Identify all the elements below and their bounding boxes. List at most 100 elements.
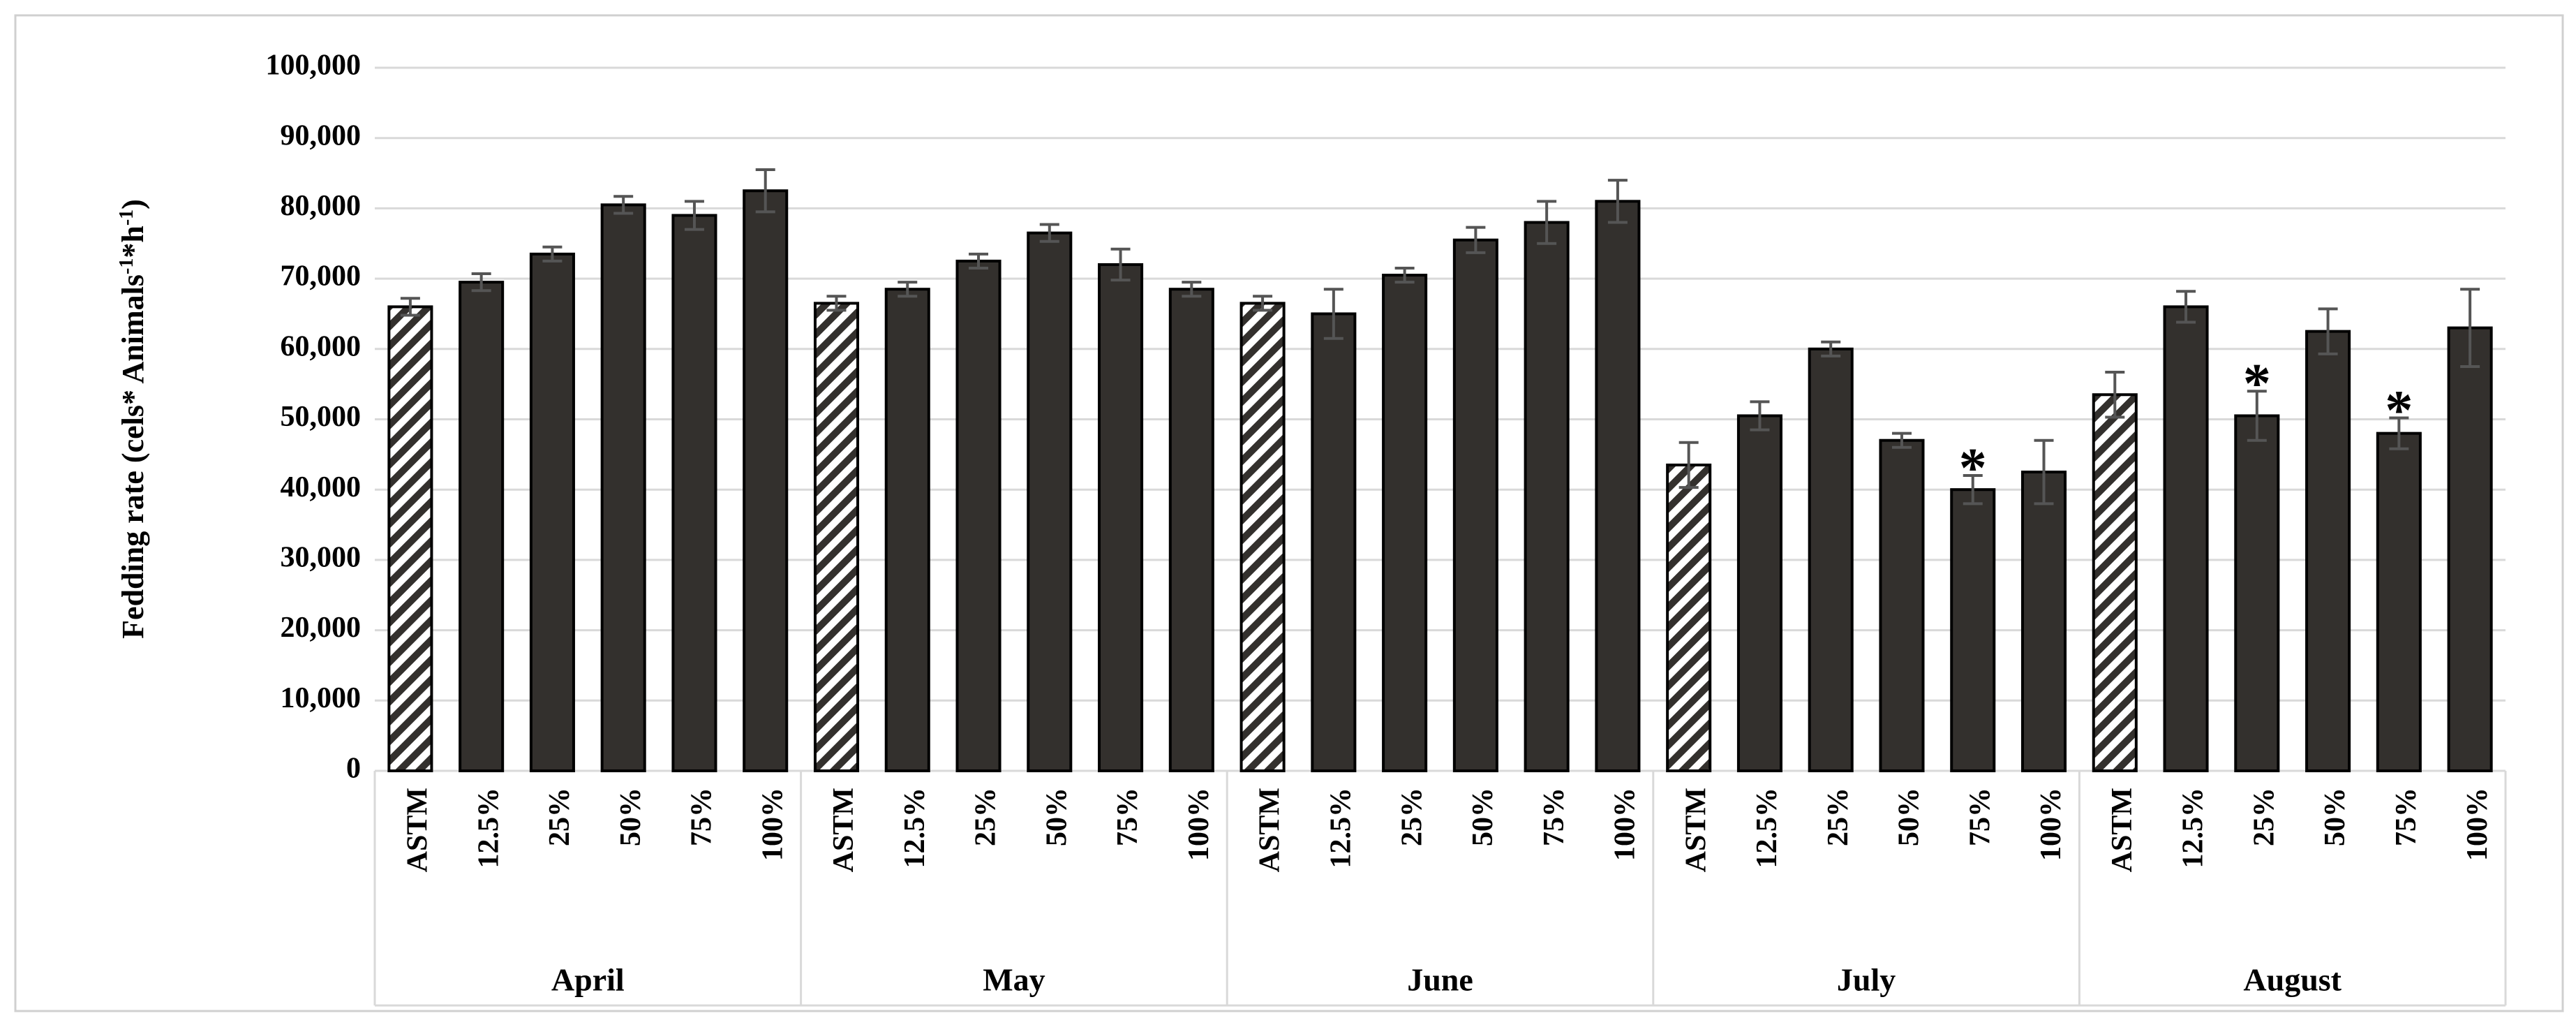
bar	[1666, 463, 1712, 773]
x-tick-label: ASTM	[1680, 788, 1712, 872]
x-tick-label: 100%	[2462, 788, 2494, 861]
bar	[1808, 347, 1854, 772]
error-bar	[1678, 441, 1699, 489]
y-tick-label: 10,000	[281, 682, 362, 714]
bar	[1098, 263, 1144, 772]
error-bar	[613, 195, 634, 215]
error-bar	[1394, 266, 1415, 284]
error-bar	[1253, 295, 1273, 312]
y-tick-label: 0	[346, 753, 361, 785]
significance-marker: *	[2385, 380, 2413, 441]
bar	[1524, 221, 1570, 773]
bar	[1382, 274, 1428, 772]
x-tick-label: 100%	[2035, 788, 2067, 861]
group-label: April	[551, 962, 625, 998]
bar	[2376, 432, 2422, 772]
error-bar	[471, 272, 491, 293]
error-bar	[1323, 288, 1343, 340]
error-bar	[898, 281, 918, 298]
x-tick-label: 50%	[615, 788, 647, 846]
bar	[1168, 288, 1214, 772]
chart-border	[14, 14, 2564, 1012]
x-tick-label: 75%	[2390, 788, 2422, 846]
error-bar	[2176, 290, 2196, 324]
error-bar	[826, 295, 847, 312]
bar	[2234, 414, 2280, 773]
error-bar	[1963, 474, 1983, 506]
x-tick-label: 100%	[1183, 788, 1215, 861]
x-tick-label: 75%	[1538, 788, 1570, 846]
x-tick-label: 25%	[1396, 788, 1428, 846]
x-tick-label: 100%	[757, 788, 789, 861]
error-bar	[2389, 416, 2409, 450]
x-tick-label: 25%	[1822, 788, 1854, 846]
error-bar	[1750, 400, 1770, 432]
y-axis-label-part: -1	[116, 209, 137, 226]
y-axis-label-part: Fedding rate (cels* Animals	[116, 274, 150, 639]
y-tick-label: 70,000	[281, 260, 362, 293]
x-tick-label: 50%	[1041, 788, 1073, 846]
x-tick-label: 75%	[686, 788, 718, 846]
error-bar	[2460, 288, 2480, 368]
group-label: July	[1837, 962, 1896, 998]
y-axis-label-part: *h	[116, 226, 150, 258]
x-tick-label: 50%	[2319, 788, 2351, 846]
bar	[671, 214, 717, 773]
y-tick-label: 90,000	[281, 119, 362, 152]
x-tick-label: 75%	[1112, 788, 1144, 846]
bar	[1736, 414, 1782, 773]
bar	[1595, 200, 1641, 772]
x-tick-label: ASTM	[2106, 788, 2138, 872]
x-tick-label: 12.5%	[899, 788, 931, 869]
x-tick-label: 12.5%	[1325, 788, 1357, 869]
y-tick-label: 100,000	[266, 50, 362, 82]
y-axis-label-part: -1	[116, 258, 137, 274]
bar	[2092, 393, 2138, 772]
y-tick-label: 40,000	[281, 471, 362, 503]
x-tick-label: 12.5%	[472, 788, 505, 869]
x-tick-label: ASTM	[1254, 788, 1286, 872]
error-bar	[684, 200, 704, 231]
error-bar	[1466, 226, 1486, 254]
error-bar	[1110, 247, 1131, 282]
bar	[1452, 238, 1498, 772]
error-bar	[2318, 307, 2338, 355]
bar	[1027, 231, 1073, 772]
error-bar	[969, 252, 989, 270]
bar	[2305, 330, 2351, 772]
group-label: June	[1407, 962, 1473, 998]
bar	[459, 281, 505, 772]
bar	[1239, 302, 1286, 773]
bar	[2020, 471, 2067, 773]
x-tick-label: 100%	[1609, 788, 1641, 861]
error-bar	[2247, 390, 2267, 442]
bar	[955, 259, 1002, 772]
y-axis-label-part: )	[116, 199, 150, 209]
bar	[1950, 488, 1996, 772]
y-axis-label: Fedding rate (cels* Animals-1*h-1)	[116, 199, 151, 639]
error-bar	[1607, 179, 1628, 224]
x-tick-label: 25%	[970, 788, 1002, 846]
error-bar	[1182, 281, 1202, 298]
bar	[813, 302, 860, 773]
x-tick-label: 25%	[544, 788, 576, 846]
error-bar	[1537, 200, 1557, 245]
error-bar	[755, 168, 775, 214]
y-tick-label: 50,000	[281, 401, 362, 433]
x-tick-label: ASTM	[828, 788, 860, 872]
error-bar	[2034, 438, 2054, 506]
group-label: August	[2243, 962, 2342, 998]
y-tick-label: 20,000	[281, 612, 362, 644]
bar	[2447, 326, 2493, 772]
bar	[529, 252, 575, 773]
x-tick-label: 75%	[1964, 788, 1996, 846]
bar	[1879, 438, 1925, 773]
error-bar	[542, 245, 563, 263]
bar	[743, 189, 789, 773]
bar	[1311, 312, 1357, 772]
group-label: May	[983, 962, 1045, 998]
significance-marker: *	[1959, 438, 1987, 499]
x-tick-label: 12.5%	[1751, 788, 1783, 869]
x-tick-label: 25%	[2248, 788, 2280, 846]
